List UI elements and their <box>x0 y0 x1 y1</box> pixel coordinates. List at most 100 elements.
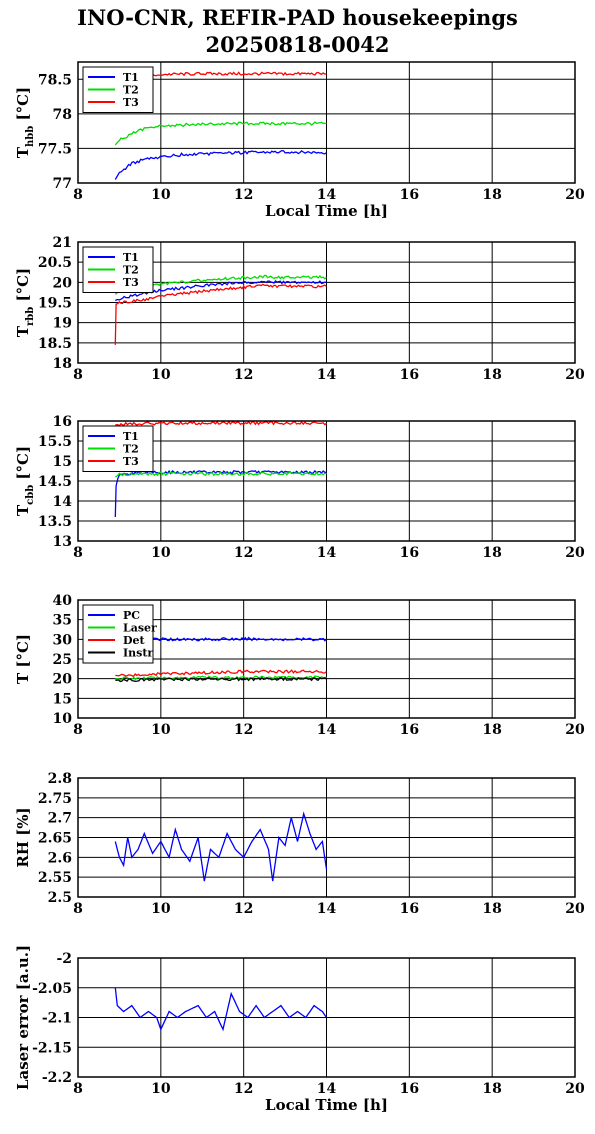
x-axis-label: Local Time [h] <box>265 1096 388 1114</box>
y-tick-label: 15.5 <box>38 434 72 450</box>
y-tick-label: 19.5 <box>38 296 72 312</box>
x-tick-label: 16 <box>400 545 419 561</box>
chart-title: INO-CNR, REFIR-PAD housekeepings 2025081… <box>0 4 595 58</box>
y-tick-label: 15 <box>53 691 72 707</box>
x-tick-label: 14 <box>317 545 337 561</box>
y-axis-label-unit: [°C] <box>14 268 32 307</box>
x-tick-label: 16 <box>400 722 419 738</box>
y-axis-label: Tcbb [°C] <box>14 446 36 516</box>
x-tick-label: 12 <box>234 545 253 561</box>
y-tick-label: 13.5 <box>38 514 72 530</box>
x-tick-label: 16 <box>400 187 419 203</box>
legend-label: PC <box>123 609 140 622</box>
series-line-t1 <box>114 149 327 180</box>
y-tick-label: 18.5 <box>38 336 72 352</box>
x-tick-label: 14 <box>317 901 337 917</box>
legend-label: T2 <box>123 443 139 456</box>
x-tick-label: 10 <box>151 545 171 561</box>
x-tick-label: 10 <box>151 1081 171 1097</box>
x-tick-label: 20 <box>565 545 585 561</box>
x-tick-label: 16 <box>400 367 419 383</box>
y-tick-label: 2.65 <box>38 831 72 847</box>
x-tick-label: 18 <box>482 187 501 203</box>
x-tick-label: 8 <box>73 722 83 738</box>
y-tick-label: 10 <box>53 711 73 727</box>
title-line-2: 20250818-0042 <box>205 32 390 57</box>
y-tick-label: -2.15 <box>32 1040 72 1056</box>
plot-frame <box>77 241 576 364</box>
plot-frame <box>77 420 576 542</box>
series-line-data <box>114 811 328 882</box>
title-line-1: INO-CNR, REFIR-PAD housekeepings <box>77 5 518 30</box>
legend-label: T1 <box>123 71 139 84</box>
y-axis-label: T [°C] <box>14 634 32 684</box>
y-axis-label-main: T <box>14 325 32 337</box>
y-axis-label-main: RH [%] <box>14 807 32 867</box>
y-tick-label: 16 <box>53 414 72 430</box>
y-tick-label: -2.1 <box>42 1011 72 1027</box>
x-tick-label: 14 <box>317 1081 337 1097</box>
x-tick-label: 8 <box>73 187 83 203</box>
x-tick-label: 12 <box>234 367 253 383</box>
x-tick-label: 8 <box>73 367 83 383</box>
series-line-t3 <box>115 420 327 427</box>
x-tick-label: 20 <box>565 367 585 383</box>
series-line-instr <box>115 676 327 683</box>
x-tick-label: 16 <box>400 901 419 917</box>
y-tick-label: 77 <box>53 176 72 192</box>
legend-label: T3 <box>123 276 139 289</box>
x-tick-label: 18 <box>482 901 501 917</box>
x-tick-label: 10 <box>151 901 171 917</box>
y-tick-label: 20.5 <box>38 255 72 271</box>
x-tick-label: 10 <box>151 187 171 203</box>
legend-label: T3 <box>123 455 139 468</box>
legend-label: T3 <box>123 96 139 109</box>
x-tick-label: 18 <box>482 722 501 738</box>
y-tick-label: -2.2 <box>42 1070 72 1086</box>
plot-frame <box>77 61 576 184</box>
x-axis-label: Local Time [h] <box>265 202 388 220</box>
x-tick-label: 20 <box>565 901 585 917</box>
y-tick-label: 25 <box>53 652 72 668</box>
y-axis-label: RH [%] <box>14 807 32 867</box>
y-tick-label: 30 <box>53 632 73 648</box>
y-axis-label-main: T <box>14 504 32 516</box>
series-line-data <box>114 987 328 1032</box>
y-tick-label: 18 <box>53 356 72 372</box>
y-axis-label-sub: hbb <box>25 126 36 147</box>
panel-4: 8 10 12 14 16 18 2010152025303540PCLaserDetIns… <box>14 593 585 738</box>
legend-label: Det <box>123 634 146 647</box>
y-tick-label: 14 <box>53 494 73 510</box>
series-line-t1 <box>114 469 327 518</box>
y-tick-label: 78 <box>53 107 72 123</box>
x-tick-label: 18 <box>482 1081 501 1097</box>
y-axis-label-unit: [°C] <box>14 87 32 126</box>
x-tick-label: 14 <box>317 367 337 383</box>
series-line-t2 <box>114 121 327 146</box>
legend-label: T1 <box>123 251 139 264</box>
y-tick-label: 20 <box>53 672 73 688</box>
x-tick-label: 12 <box>234 722 253 738</box>
y-tick-label: 2.5 <box>48 890 72 906</box>
y-tick-label: -2 <box>56 951 72 967</box>
y-tick-label: 13 <box>53 534 72 550</box>
y-axis-label-main: Laser error [a.u.] <box>14 945 32 1090</box>
y-axis-label-sub: rbb <box>25 307 36 326</box>
y-tick-label: 2.55 <box>38 870 72 886</box>
series-line-det <box>115 669 327 678</box>
y-tick-label: 40 <box>53 593 73 609</box>
y-tick-label: 35 <box>53 613 72 629</box>
y-axis-label-unit: [°C] <box>14 446 32 485</box>
y-tick-label: 2.75 <box>38 791 72 807</box>
y-tick-label: 2.7 <box>48 811 72 827</box>
y-tick-label: -2.05 <box>32 981 72 997</box>
y-tick-label: 19 <box>53 316 72 332</box>
x-tick-label: 10 <box>151 367 171 383</box>
legend-label: Instr <box>123 647 153 660</box>
y-tick-label: 20 <box>53 275 73 291</box>
x-tick-label: 16 <box>400 1081 419 1097</box>
